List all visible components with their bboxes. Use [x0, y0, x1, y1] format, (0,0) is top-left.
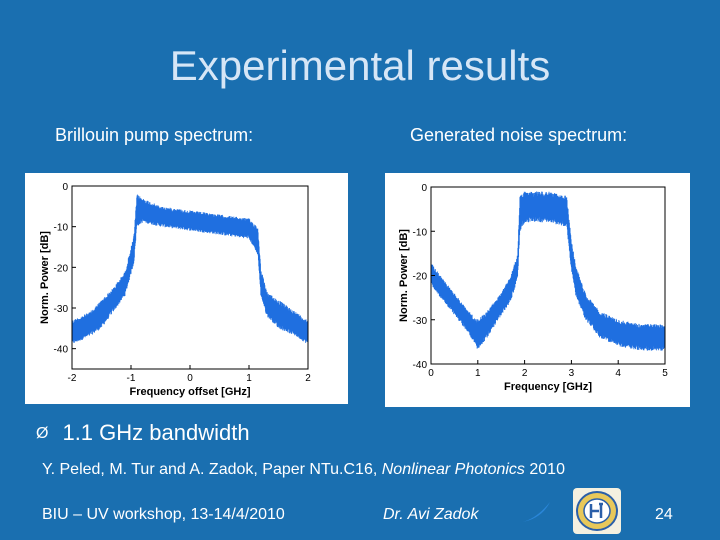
reference-venue: Nonlinear Photonics: [381, 461, 525, 478]
x-tick-label: 5: [662, 368, 668, 379]
footer-author: Dr. Avi Zadok: [383, 506, 479, 523]
chart-noise-spectrum: 0 1 2 3 4 5 0 -10 -20 -30 -40 Frequency [GHz] Norm. …: [385, 173, 690, 407]
y-tick-label: -20: [54, 263, 69, 274]
y-tick-label: -10: [413, 227, 428, 238]
x-tick-label: 2: [305, 373, 311, 384]
caption-noise-spectrum: Generated noise spectrum:: [410, 125, 628, 145]
reference-year: 2010: [524, 461, 565, 478]
y-tick-label: -30: [54, 304, 69, 315]
y-axis-label: Norm. Power [dB]: [39, 231, 51, 324]
x-tick-label: 2: [522, 368, 528, 379]
y-axis-label: Norm. Power [dB]: [398, 229, 410, 322]
y-tick-label: -30: [413, 316, 428, 327]
spectrum-trace: [430, 191, 666, 351]
y-tick-label: -40: [54, 345, 69, 356]
chart-noise-spectrum-svg: 0 1 2 3 4 5 0 -10 -20 -30 -40 Frequency [GHz] Norm. …: [398, 183, 668, 393]
y-tick-label: -20: [413, 272, 428, 283]
y-tick-label: 0: [421, 183, 427, 194]
x-tick-label: 0: [187, 373, 193, 384]
bullet-arrow-icon: Ø: [36, 425, 49, 442]
bullet-bandwidth: Ø 1.1 GHz bandwidth: [36, 420, 250, 446]
university-logo-icon: [576, 491, 618, 531]
x-tick-label: 3: [569, 368, 575, 379]
x-tick-label: 0: [428, 368, 434, 379]
university-logo: [573, 488, 621, 534]
y-tick-label: -40: [413, 360, 428, 371]
reference: Y. Peled, M. Tur and A. Zadok, Paper NTu…: [42, 461, 565, 479]
x-tick-label: 1: [475, 368, 481, 379]
spectrum-trace: [71, 194, 309, 344]
x-tick-label: 4: [615, 368, 621, 379]
x-axis-label: Frequency offset [GHz]: [129, 386, 250, 398]
page-number: 24: [655, 506, 673, 523]
x-tick-label: -1: [127, 373, 136, 384]
y-tick-label: 0: [62, 182, 68, 193]
reference-authors: Y. Peled, M. Tur and A. Zadok, Paper NTu…: [42, 461, 382, 478]
y-tick-label: -10: [54, 223, 69, 234]
slide-title: Experimental results: [169, 42, 551, 89]
x-axis-label: Frequency [GHz]: [504, 381, 592, 393]
x-tick-label: -2: [68, 373, 77, 384]
bullet-text: 1.1 GHz bandwidth: [62, 420, 250, 445]
footer-event: BIU – UV workshop, 13-14/4/2010: [42, 506, 285, 523]
caption-pump-spectrum: Brillouin pump spectrum:: [55, 125, 254, 145]
swoosh-icon: [522, 502, 550, 522]
x-tick-label: 1: [246, 373, 252, 384]
chart-pump-spectrum: -2 -1 0 1 2 0 -10 -20 -30 -40 Frequency offset [GH…: [25, 173, 348, 404]
